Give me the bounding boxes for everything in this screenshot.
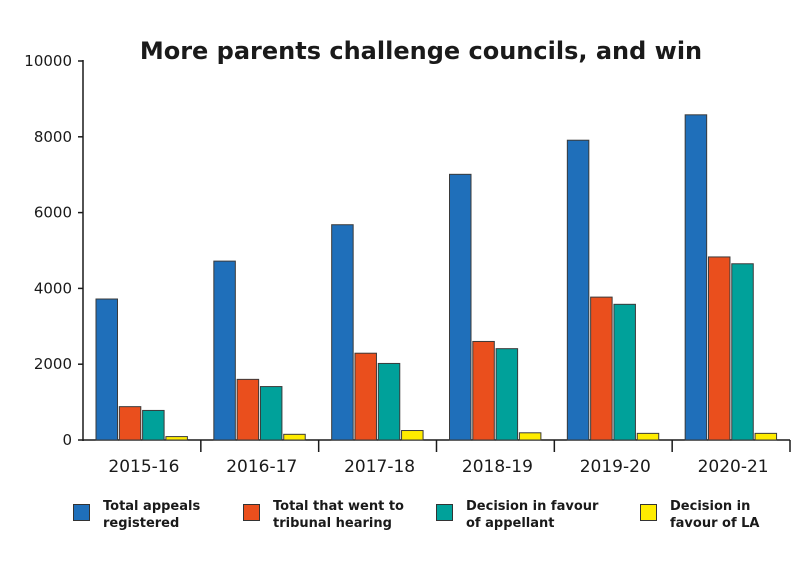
x-tick-label: 2016-17 [226,457,297,477]
bar [495,348,519,441]
legend-label: Decision in favour of LA [670,499,760,531]
bar [590,296,613,441]
x-tick-label: 2018-19 [462,457,533,477]
bar [165,436,188,441]
legend-item-favour-la: Decision in favour of LA [640,498,759,532]
legend: Total appeals registered Total that went… [0,498,800,538]
x-tick-label: 2020-21 [698,457,769,477]
bar [377,362,401,441]
y-tick-label: 2000 [34,355,72,373]
legend-item-favour-appellant: Decision in favour of appellant [436,498,598,532]
bar [283,433,306,441]
y-tick-label: 10000 [24,52,72,70]
legend-swatch [243,504,260,521]
x-tick-label: 2015-16 [108,457,179,477]
bar [95,298,118,441]
legend-item-total-appeals: Total appeals registered [73,498,200,532]
bars [95,114,778,441]
bar [518,432,542,441]
bar [213,260,236,441]
bar [259,386,283,441]
bar [636,432,660,441]
bar [354,352,377,441]
legend-label: Total appeals registered [103,499,201,531]
bar [754,432,778,441]
bar [331,224,354,441]
bar [566,139,590,441]
bar [401,430,424,441]
legend-label: Decision in favour of appellant [466,499,599,531]
bar [472,340,495,441]
chart-title: More parents challenge councils, and win [140,37,702,65]
x-axis: 2015-16 2016-17 2017-18 2018-19 2019-20 2020-… [83,439,791,477]
bar [118,406,142,441]
legend-item-tribunal-hearing: Total that went to tribunal hearing [243,498,404,532]
bar [613,303,636,441]
y-tick-label: 8000 [34,128,72,146]
bar [142,409,165,441]
bar [731,263,754,441]
y-tick-label: 6000 [34,204,72,222]
y-tick-label: 4000 [34,279,72,297]
x-tick-label: 2019-20 [580,457,651,477]
bar [707,256,731,441]
x-tick-label: 2017-18 [344,457,415,477]
bar [236,378,260,441]
bar [684,114,708,441]
legend-swatch [640,504,657,521]
legend-swatch [73,504,90,521]
bar [449,173,472,441]
legend-swatch [436,504,453,521]
legend-label: Total that went to tribunal hearing [273,499,404,531]
y-tick-label: 0 [62,431,72,449]
y-axis: 0 2000 4000 6000 8000 10000 [24,52,84,449]
